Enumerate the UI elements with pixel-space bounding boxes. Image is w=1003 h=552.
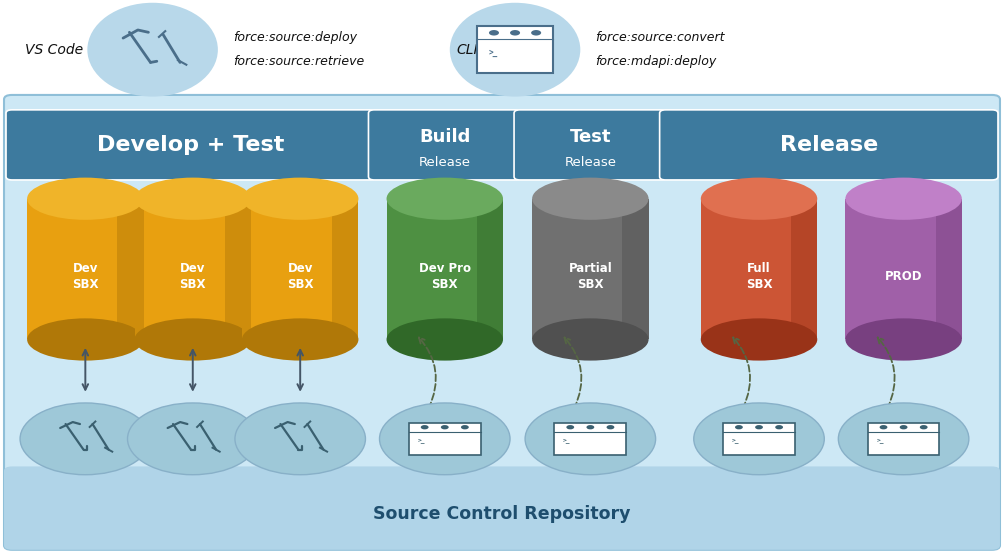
Ellipse shape — [532, 319, 648, 360]
Ellipse shape — [700, 178, 816, 220]
Text: Test: Test — [569, 128, 611, 146]
Text: >_: >_ — [563, 438, 570, 443]
Polygon shape — [332, 199, 358, 339]
FancyBboxPatch shape — [6, 110, 375, 180]
Text: Dev
SBX: Dev SBX — [72, 262, 98, 291]
Circle shape — [531, 30, 541, 35]
Text: Full
SBX: Full SBX — [745, 262, 771, 291]
Circle shape — [460, 425, 468, 429]
Text: Release: Release — [779, 135, 877, 155]
Text: force:source:convert: force:source:convert — [595, 31, 724, 44]
Circle shape — [440, 425, 448, 429]
Polygon shape — [225, 199, 251, 339]
Polygon shape — [790, 199, 816, 339]
Polygon shape — [700, 199, 816, 339]
FancyBboxPatch shape — [0, 0, 1003, 99]
Ellipse shape — [134, 178, 251, 220]
Text: Build: Build — [418, 128, 470, 146]
Text: Release: Release — [418, 156, 470, 169]
Ellipse shape — [134, 319, 251, 360]
Ellipse shape — [532, 178, 648, 220]
Text: Source Control Repository: Source Control Repository — [373, 505, 630, 523]
Polygon shape — [845, 199, 961, 339]
Polygon shape — [242, 199, 358, 339]
FancyBboxPatch shape — [722, 423, 794, 455]
Text: Dev
SBX: Dev SBX — [287, 262, 313, 291]
Ellipse shape — [27, 178, 143, 220]
Circle shape — [20, 403, 150, 475]
Ellipse shape — [242, 319, 358, 360]
Circle shape — [127, 403, 258, 475]
Ellipse shape — [242, 178, 358, 220]
Polygon shape — [117, 199, 143, 339]
Polygon shape — [476, 199, 503, 339]
FancyBboxPatch shape — [408, 423, 480, 455]
Circle shape — [693, 403, 823, 475]
Circle shape — [879, 425, 887, 429]
Circle shape — [586, 425, 594, 429]
Text: Release: Release — [564, 156, 616, 169]
Ellipse shape — [700, 319, 816, 360]
FancyBboxPatch shape — [477, 26, 552, 73]
Ellipse shape — [449, 3, 580, 97]
Polygon shape — [532, 199, 648, 339]
Circle shape — [566, 425, 574, 429]
FancyBboxPatch shape — [4, 466, 999, 550]
Text: force:mdapi:deploy: force:mdapi:deploy — [595, 55, 716, 68]
Circle shape — [488, 30, 498, 35]
Ellipse shape — [87, 3, 218, 97]
Circle shape — [919, 425, 927, 429]
FancyBboxPatch shape — [4, 95, 999, 550]
Circle shape — [525, 403, 655, 475]
Polygon shape — [386, 199, 503, 339]
Circle shape — [838, 403, 968, 475]
FancyBboxPatch shape — [659, 110, 997, 180]
FancyBboxPatch shape — [368, 110, 521, 180]
Text: force:source:retrieve: force:source:retrieve — [233, 55, 364, 68]
Ellipse shape — [27, 319, 143, 360]
Circle shape — [899, 425, 907, 429]
Text: Develop + Test: Develop + Test — [97, 135, 284, 155]
Circle shape — [510, 30, 520, 35]
Circle shape — [235, 403, 365, 475]
Ellipse shape — [845, 178, 961, 220]
Polygon shape — [134, 199, 251, 339]
Text: >_: >_ — [876, 438, 883, 443]
Text: >_: >_ — [417, 438, 424, 443]
Ellipse shape — [845, 319, 961, 360]
Text: Dev
SBX: Dev SBX — [180, 262, 206, 291]
Circle shape — [734, 425, 742, 429]
Polygon shape — [27, 199, 143, 339]
Text: force:source:deploy: force:source:deploy — [233, 31, 357, 44]
Text: PROD: PROD — [884, 269, 922, 283]
Circle shape — [774, 425, 782, 429]
FancyBboxPatch shape — [867, 423, 939, 455]
Circle shape — [379, 403, 510, 475]
Text: >_: >_ — [731, 438, 738, 443]
Text: >_: >_ — [488, 47, 497, 56]
Text: Dev Pro
SBX: Dev Pro SBX — [418, 262, 470, 291]
Text: CLI: CLI — [456, 43, 478, 57]
Ellipse shape — [386, 319, 503, 360]
Text: Partial
SBX: Partial SBX — [568, 262, 612, 291]
Circle shape — [606, 425, 614, 429]
Circle shape — [420, 425, 428, 429]
Ellipse shape — [386, 178, 503, 220]
Text: VS Code: VS Code — [25, 43, 83, 57]
FancyBboxPatch shape — [514, 110, 666, 180]
Polygon shape — [935, 199, 961, 339]
Polygon shape — [622, 199, 648, 339]
FancyBboxPatch shape — [554, 423, 626, 455]
Circle shape — [754, 425, 762, 429]
